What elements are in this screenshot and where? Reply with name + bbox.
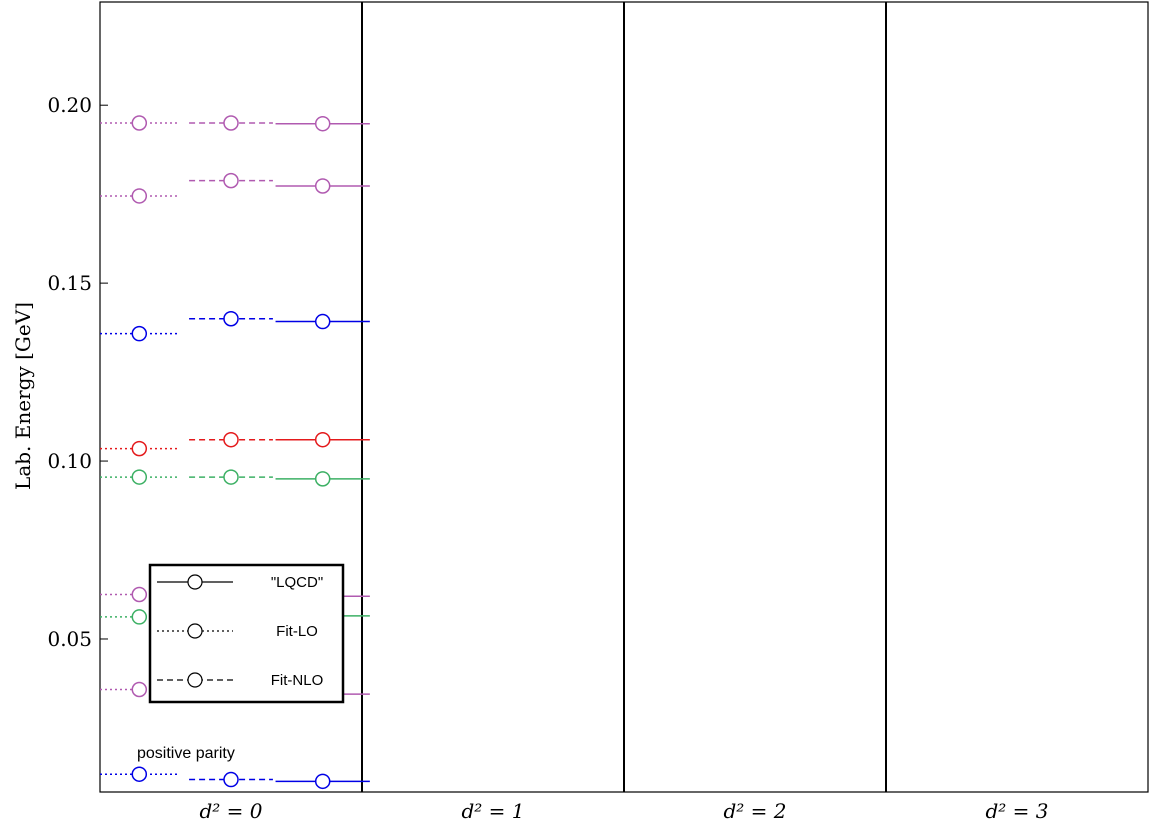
level-marker bbox=[223, 310, 239, 327]
legend-swatch-marker bbox=[187, 672, 203, 688]
y-tick-label: 0.05 bbox=[47, 627, 92, 651]
x-tick-label: d² = 1 bbox=[461, 799, 524, 823]
data-marks bbox=[100, 115, 370, 790]
level-marker bbox=[131, 188, 148, 204]
level-marker bbox=[314, 471, 331, 487]
y-tick-label: 0.10 bbox=[47, 449, 92, 473]
positive-parity-annotation: positive parity bbox=[137, 745, 235, 762]
legend: "LQCD" Fit-LO Fit-NLO bbox=[148, 563, 345, 704]
x-tick-label: d² = 3 bbox=[985, 799, 1048, 823]
x-tick-label: d² = 0 bbox=[199, 799, 262, 823]
level-marker bbox=[223, 115, 239, 131]
level-marker bbox=[131, 325, 148, 342]
level-marker bbox=[314, 431, 331, 448]
y-tick-label: 0.20 bbox=[47, 93, 92, 117]
level-marker bbox=[223, 469, 239, 485]
level-marker bbox=[314, 773, 331, 790]
legend-box bbox=[148, 563, 345, 704]
legend-label: "LQCD" bbox=[271, 574, 323, 591]
level-marker bbox=[314, 178, 331, 194]
legend-label: Fit-LO bbox=[276, 623, 318, 640]
legend-label: Fit-NLO bbox=[271, 672, 324, 689]
level-marker bbox=[223, 771, 239, 788]
level-marker bbox=[223, 431, 239, 448]
level-marker bbox=[314, 115, 331, 132]
level-marker bbox=[131, 766, 148, 782]
level-marker bbox=[131, 609, 148, 625]
level-marker bbox=[131, 440, 148, 457]
y-axis-label: Lab. Energy [GeV] bbox=[11, 302, 35, 490]
level-marker bbox=[314, 313, 331, 330]
x-axis: d² = 0 d² = 1 d² = 2 d² = 3 bbox=[199, 799, 1048, 823]
panel-layer bbox=[99, 1, 1149, 793]
y-tick-label: 0.15 bbox=[47, 271, 92, 295]
level-marker bbox=[131, 115, 148, 131]
x-tick-label: d² = 2 bbox=[723, 799, 786, 823]
y-axis: 0.05 0.10 0.15 0.20 bbox=[47, 93, 108, 651]
level-marker bbox=[131, 469, 148, 485]
level-marker bbox=[223, 172, 239, 189]
level-marker bbox=[131, 586, 148, 603]
level-marker bbox=[131, 681, 148, 698]
legend-swatch-marker bbox=[187, 623, 203, 639]
legend-swatch-marker bbox=[187, 574, 203, 590]
